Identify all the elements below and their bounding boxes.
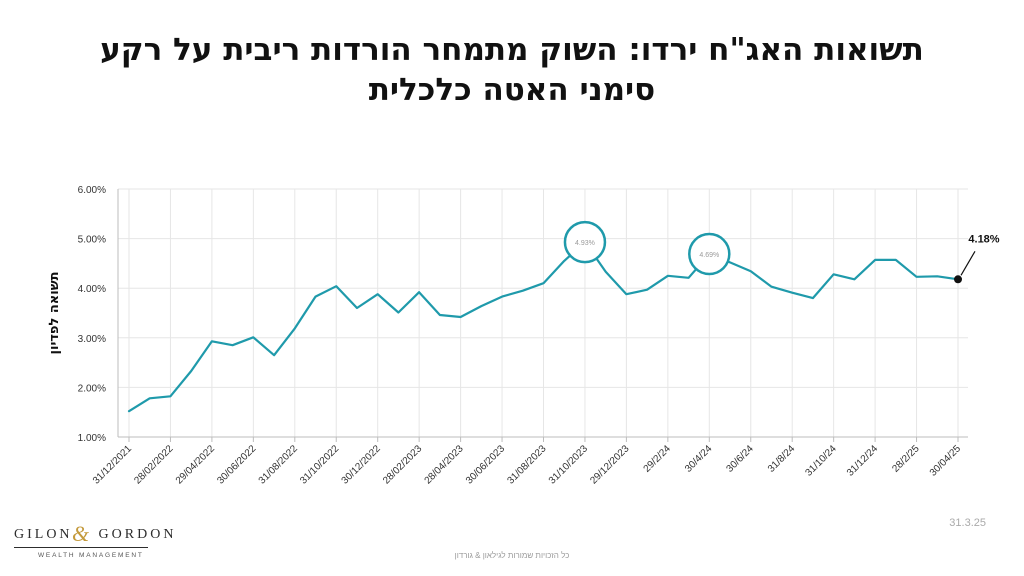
series-line	[127, 241, 960, 413]
y-axis-title: תשואה לפדיון	[47, 272, 62, 355]
y-tick-label: 4.00%	[78, 284, 106, 295]
logo-brand: GILON GORDON	[14, 527, 177, 542]
x-tick-label: 30/4/24	[683, 443, 715, 475]
x-tick-label: 31/08/2023	[505, 443, 548, 486]
annotation-dot	[954, 275, 962, 284]
y-tick-label: 6.00%	[78, 185, 106, 196]
annotation-circle	[563, 220, 607, 264]
x-tick-label: 31/10/2023	[547, 443, 590, 486]
x-tick-label: 29/12/2023	[588, 443, 631, 486]
x-tick-label: 28/02/2022	[132, 443, 175, 486]
page-title: תשואות האג"ח ירדו: השוק מתמחר הורדות ריב…	[40, 30, 984, 110]
x-tick-label: 30/12/2022	[340, 443, 383, 486]
y-tick-label: 3.00%	[78, 334, 106, 345]
x-tick-label: 31/12/2021	[91, 443, 134, 486]
annotation-label: 4.69%	[699, 252, 719, 259]
x-tick-label: 30/06/2023	[464, 443, 507, 486]
x-tick-label: 31/12/24	[845, 443, 881, 479]
x-tick-label: 31/10/24	[803, 443, 839, 479]
x-tick-label: 29/2/24	[642, 443, 674, 475]
y-tick-label: 2.00%	[78, 383, 106, 394]
company-logo: GILON GORDON & WEALTH MANAGEMENT	[14, 521, 173, 565]
y-tick-label: 1.00%	[78, 433, 106, 444]
x-tick-label: 30/6/24	[724, 443, 756, 475]
x-tick-label: 28/2/25	[890, 443, 922, 475]
x-tick-label: 31/10/2022	[298, 443, 341, 486]
x-tick-label: 30/04/25	[928, 443, 964, 479]
logo-ampersand: &	[72, 521, 90, 546]
footer-copyright: כל הזכויות שמורות לגילאון & גורדון	[454, 551, 570, 560]
date-note: 31.3.25	[949, 517, 986, 529]
title-line-2: סימני האטה כלכלית	[368, 72, 656, 108]
x-tick-label: 31/8/24	[766, 443, 798, 475]
x-tick-label: 28/04/2023	[423, 443, 466, 486]
logo-divider	[14, 547, 148, 548]
annotation-circle	[688, 232, 731, 276]
x-tick-label: 31/08/2022	[257, 443, 300, 486]
x-tick-label: 29/04/2022	[174, 443, 217, 486]
title-line-1: תשואות האג"ח ירדו: השוק מתמחר הורדות ריב…	[100, 32, 924, 68]
annotation-label: 4.93%	[575, 240, 595, 247]
x-tick-label: 28/02/2023	[381, 443, 424, 486]
annotation-arrow	[960, 250, 976, 276]
x-tick-label: 30/06/2022	[215, 443, 258, 486]
logo-subtitle: WEALTH MANAGEMENT	[38, 552, 144, 559]
y-tick-label: 5.00%	[78, 235, 106, 246]
annotation-label: 4.18%	[968, 233, 999, 245]
